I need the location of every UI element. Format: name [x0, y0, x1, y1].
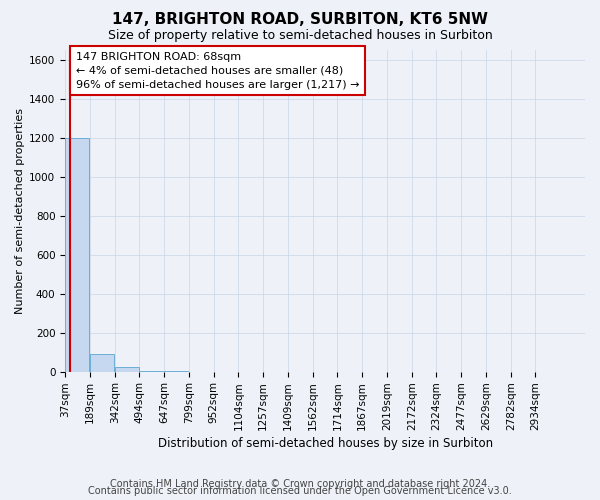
- Text: 147, BRIGHTON ROAD, SURBITON, KT6 5NW: 147, BRIGHTON ROAD, SURBITON, KT6 5NW: [112, 12, 488, 26]
- Y-axis label: Number of semi-detached properties: Number of semi-detached properties: [15, 108, 25, 314]
- Text: Contains HM Land Registry data © Crown copyright and database right 2024.: Contains HM Land Registry data © Crown c…: [110, 479, 490, 489]
- Text: Contains public sector information licensed under the Open Government Licence v3: Contains public sector information licen…: [88, 486, 512, 496]
- Text: Size of property relative to semi-detached houses in Surbiton: Size of property relative to semi-detach…: [107, 29, 493, 42]
- X-axis label: Distribution of semi-detached houses by size in Surbiton: Distribution of semi-detached houses by …: [158, 437, 493, 450]
- Bar: [115, 366, 139, 372]
- Bar: [139, 371, 163, 372]
- Text: 147 BRIGHTON ROAD: 68sqm
← 4% of semi-detached houses are smaller (48)
96% of se: 147 BRIGHTON ROAD: 68sqm ← 4% of semi-de…: [76, 52, 359, 90]
- Bar: [90, 354, 114, 372]
- Bar: [65, 138, 89, 372]
